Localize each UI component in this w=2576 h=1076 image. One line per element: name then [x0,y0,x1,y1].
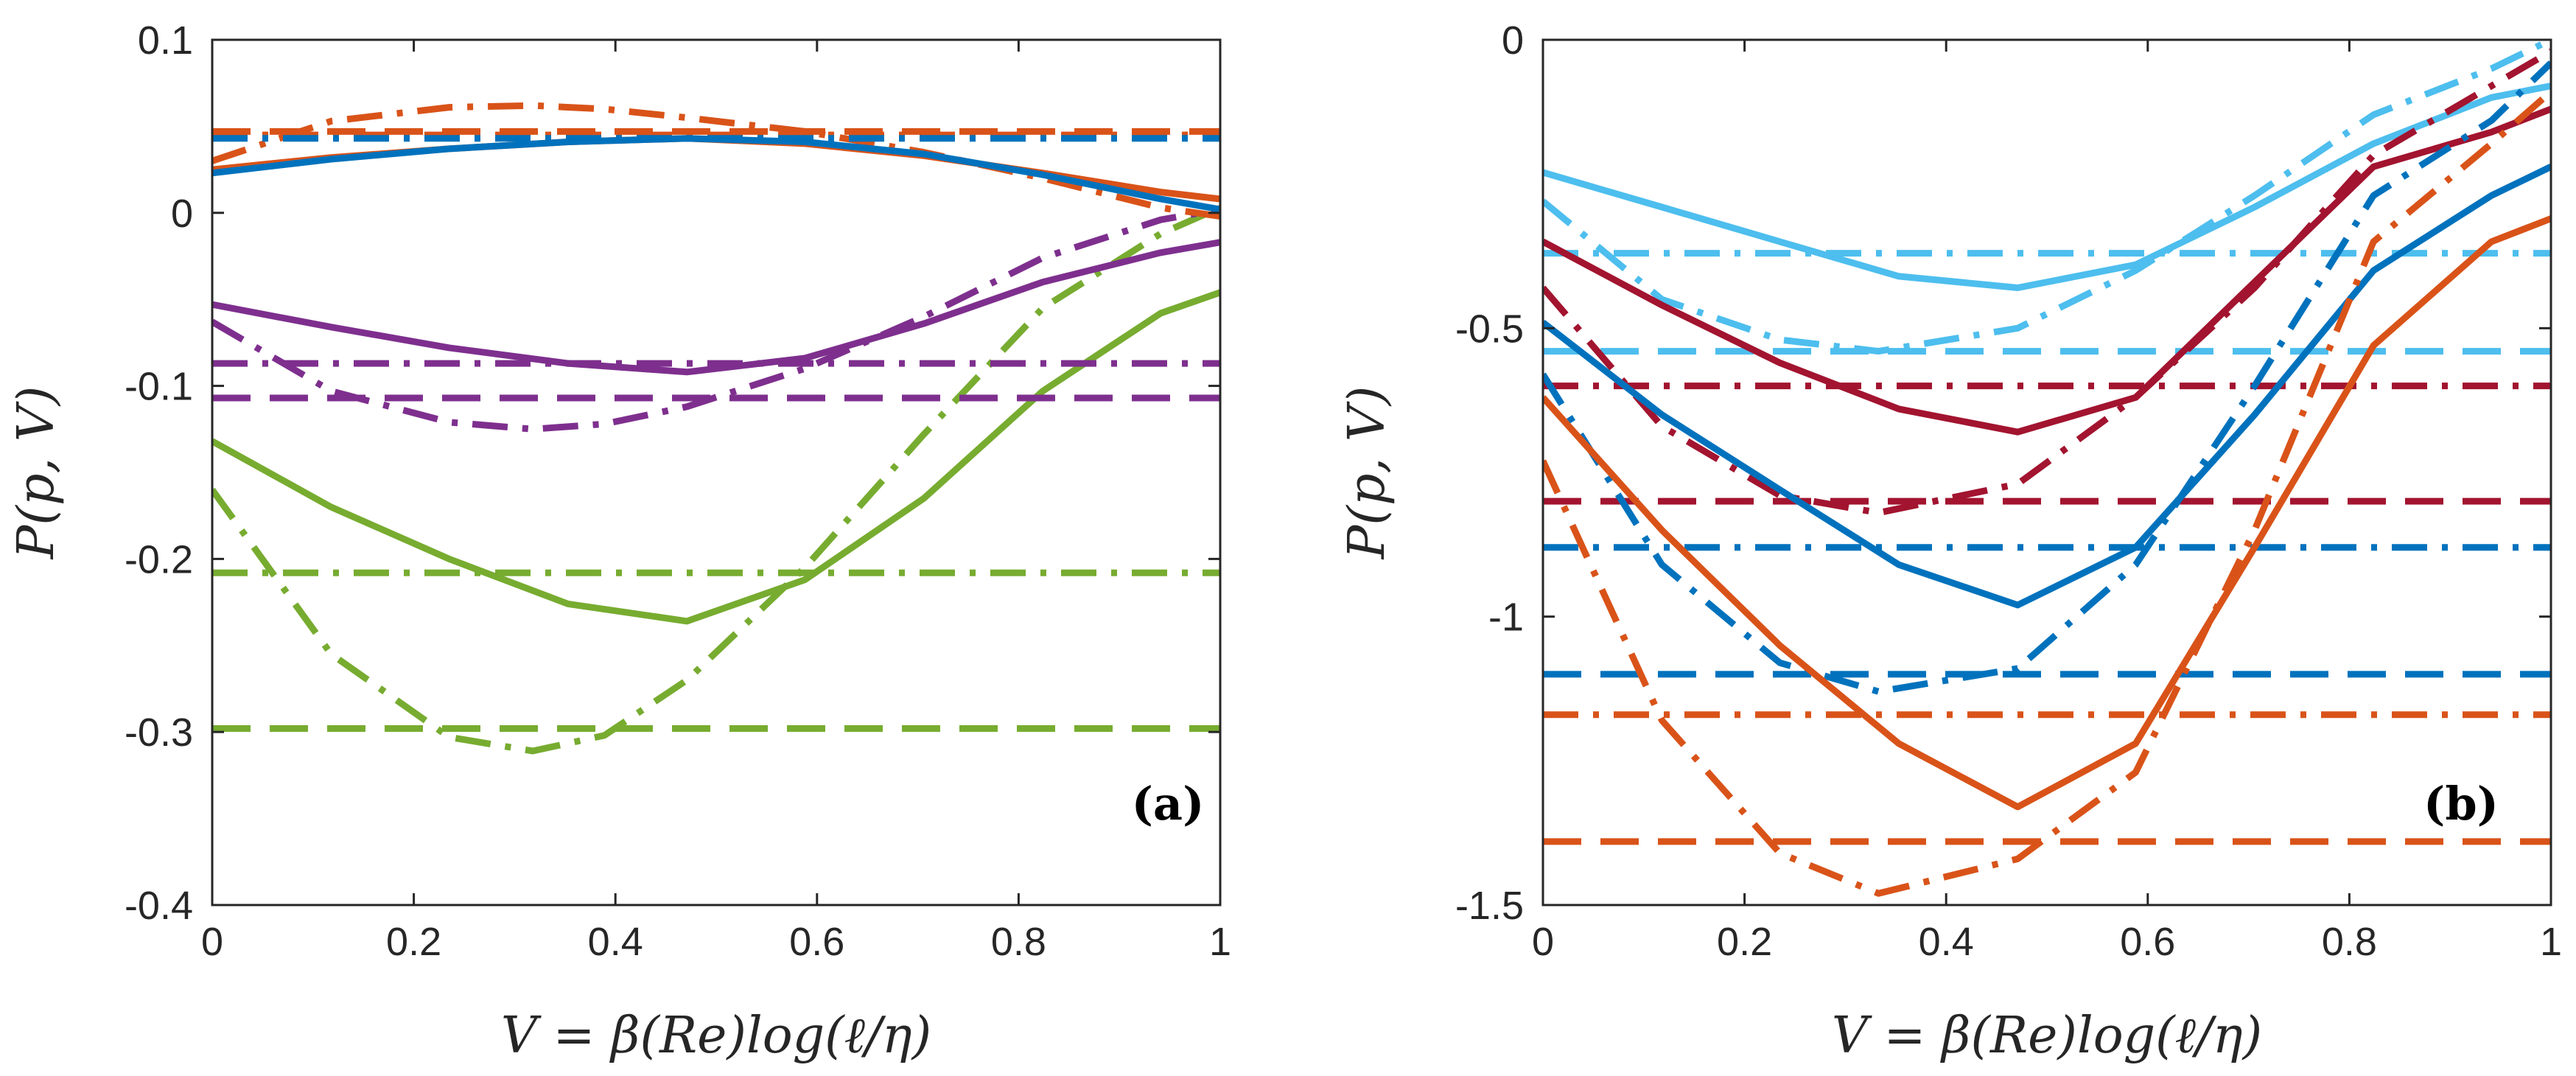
y-tick-label: -0.3 [125,710,193,755]
series-group [212,102,1220,755]
y-axis-label: P(p, V) [1338,386,1396,561]
x-tick-label: 0 [1532,920,1554,964]
x-tick-label: 0.2 [1717,920,1772,964]
y-axis-label: P(p, V) [7,386,66,561]
x-tick-label: 0 [201,920,223,964]
y-tick-label: -0.4 [125,884,193,928]
axes-box [1541,38,2552,906]
y-tick-label: 0 [1502,18,1524,63]
x-tick-label: 1 [1209,920,1231,964]
series-group [1543,40,2551,897]
y-tick-label: -1.5 [1455,884,1524,928]
series-line-dark-red-solid-4 [1543,105,2551,436]
plot-area [212,40,1220,905]
series-line-blue-dashdot-9 [1543,60,2551,695]
series-line-dark-red-dashdot-5 [1543,48,2551,517]
x-tick-label: 0.8 [991,920,1046,964]
x-tick-label: 0.4 [588,920,643,964]
y-tick-label: -0.2 [125,537,193,581]
x-axis-label: V = β(Re)log(ℓ/η) [1832,1007,2262,1065]
x-tick-label: 0.6 [789,920,844,964]
panel-label: (a) [1132,777,1205,831]
series-line-blue-solid-12 [212,135,1220,213]
series-line-orange-solid-12 [1543,215,2551,811]
series-line-purple-solid-4 [212,239,1220,376]
x-tick-label: 0.6 [2120,920,2175,964]
y-tick-label: 0 [171,192,193,236]
y-tick-label: -0.5 [1455,307,1524,351]
panel-a: 0 0.2 0.4 0.6 0.8 1 -0.4 -0.3 -0.2 -0.1 0 0.1 V = β(… [7,18,1231,1065]
y-tick-label: -1 [1488,595,1524,640]
y-tick-label: -0.1 [125,365,193,409]
series-line-blue-solid-8 [1543,164,2551,609]
series-line-purple-dashdot-5 [212,206,1220,433]
x-tick-label: 1 [2540,920,2562,964]
x-tick-label: 0.8 [2322,920,2377,964]
axes-box [211,38,1222,906]
x-tick-label: 0.4 [1919,920,1974,964]
x-tick-label: 0.2 [386,920,441,964]
x-axis-label: V = β(Re)log(ℓ/η) [501,1007,931,1065]
series-line-orange-dashdot-13 [1543,89,2551,897]
panel-b: 0 0.2 0.4 0.6 0.8 1 -1.5 -1 -0.5 0 V = β(Re)log(ℓ/… [1338,18,2562,1065]
y-tick-label: 0.1 [138,18,193,63]
series-line-green-dashdot-1 [212,204,1220,755]
series-line-light-blue-dashdot-1 [1543,40,2551,355]
plot-area [1543,40,2551,905]
panel-label: (b) [2423,777,2499,831]
series-line-green-solid-0 [212,289,1220,625]
